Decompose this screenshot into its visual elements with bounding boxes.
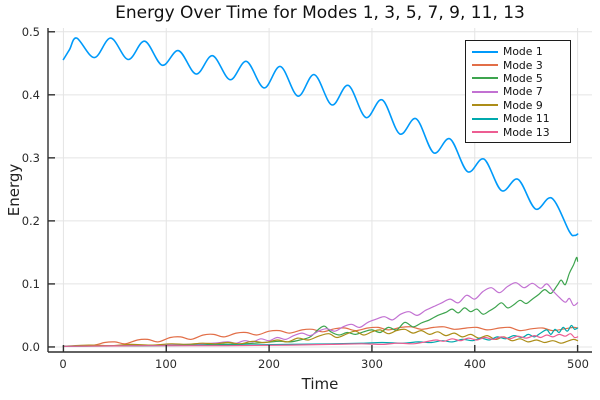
legend-line-sample <box>472 117 498 120</box>
legend-line-sample <box>472 77 498 80</box>
x-tick-label: 500 <box>567 357 589 371</box>
series-line-mode-9 <box>62 328 579 347</box>
legend-entry: Mode 7 <box>466 85 570 98</box>
legend-box: Mode 1 Mode 3 Mode 5 Mode 7 Mode 9 Mode … <box>465 40 571 143</box>
legend-label: Mode 9 <box>503 98 543 112</box>
legend-line-sample <box>472 50 498 53</box>
legend-line-sample <box>472 64 498 67</box>
legend-line-sample <box>472 131 498 134</box>
x-tick-label: 400 <box>464 357 486 371</box>
legend-entry: Mode 13 <box>466 125 570 139</box>
series-line-mode-1 <box>62 37 579 237</box>
legend-entry: Mode 9 <box>466 99 570 112</box>
legend-entry: Mode 3 <box>466 58 570 72</box>
y-tick-label: 0.2 <box>21 214 40 228</box>
legend-entry: Mode 1 <box>466 45 570 58</box>
legend-line-sample <box>472 104 498 107</box>
y-tick-label: 0.4 <box>21 88 40 102</box>
legend-label: Mode 13 <box>503 125 550 139</box>
legend-entry: Mode 5 <box>466 72 570 85</box>
x-tick-label: 0 <box>59 357 67 371</box>
y-tick-label: 0.0 <box>21 340 40 354</box>
chart-title: Energy Over Time for Modes 1, 3, 5, 7, 9… <box>115 3 525 23</box>
legend-label: Mode 11 <box>503 112 550 126</box>
x-tick-label: 100 <box>155 357 177 371</box>
legend-label: Mode 5 <box>503 71 543 85</box>
legend-label: Mode 3 <box>503 58 543 72</box>
x-axis-label: Time <box>301 375 339 393</box>
legend-label: Mode 1 <box>503 45 543 59</box>
legend-line-sample <box>472 90 498 93</box>
x-tick-label: 300 <box>361 357 383 371</box>
y-tick-label: 0.5 <box>21 25 40 39</box>
series-line-mode-5 <box>62 256 579 347</box>
x-tick-label: 200 <box>258 357 280 371</box>
series-line-mode-13 <box>62 333 579 347</box>
y-tick-label: 0.1 <box>21 277 40 291</box>
legend-label: Mode 7 <box>503 85 543 99</box>
legend-entry: Mode 11 <box>466 112 570 125</box>
y-tick-label: 0.3 <box>21 151 40 165</box>
